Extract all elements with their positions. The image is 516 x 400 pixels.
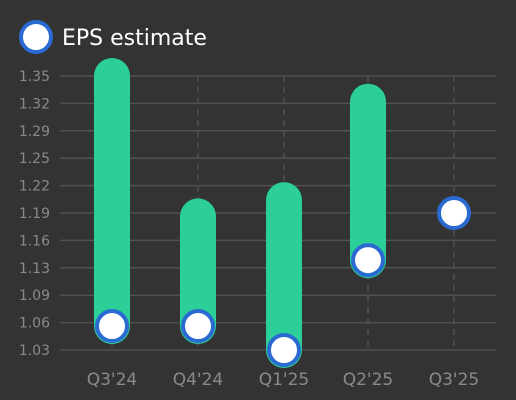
bar — [180, 198, 216, 345]
legend-marker-icon — [19, 20, 53, 54]
y-tick-label: 1.22 — [19, 179, 50, 195]
y-tick-label: 1.06 — [19, 316, 50, 332]
legend: EPS estimate — [19, 20, 207, 54]
y-tick-label: 1.35 — [19, 69, 50, 85]
estimate-point — [351, 243, 385, 278]
bar — [350, 83, 386, 279]
y-tick-label: 1.16 — [19, 233, 50, 249]
legend-label: EPS estimate — [62, 26, 207, 51]
y-tick-label: 1.13 — [19, 261, 50, 277]
y-tick-label: 1.25 — [19, 151, 50, 167]
estimate-point — [95, 309, 129, 344]
bar — [266, 182, 302, 368]
y-axis-ticks: 1.35 1.32 1.29 1.25 1.22 1.19 1.16 1.13 1.09 1.06… — [19, 69, 50, 359]
bars — [94, 58, 386, 368]
x-tick-label: Q3'25 — [429, 370, 480, 390]
estimate-point — [267, 333, 301, 367]
y-tick-label: 1.19 — [19, 206, 50, 222]
x-tick-label: Q4'24 — [173, 370, 224, 390]
x-tick-label: Q1'25 — [259, 370, 310, 390]
y-tick-label: 1.03 — [19, 343, 50, 359]
y-tick-label: 1.32 — [19, 96, 50, 112]
estimate-markers — [95, 196, 471, 367]
y-tick-label: 1.09 — [19, 288, 50, 304]
x-axis-ticks: Q3'24 Q4'24 Q1'25 Q2'25 Q3'25 — [87, 370, 480, 390]
estimate-point — [181, 309, 215, 344]
x-tick-label: Q3'24 — [87, 370, 138, 390]
bar — [94, 58, 130, 345]
y-tick-label: 1.29 — [19, 124, 50, 140]
estimate-point — [437, 196, 471, 230]
x-tick-label: Q2'25 — [343, 370, 394, 390]
